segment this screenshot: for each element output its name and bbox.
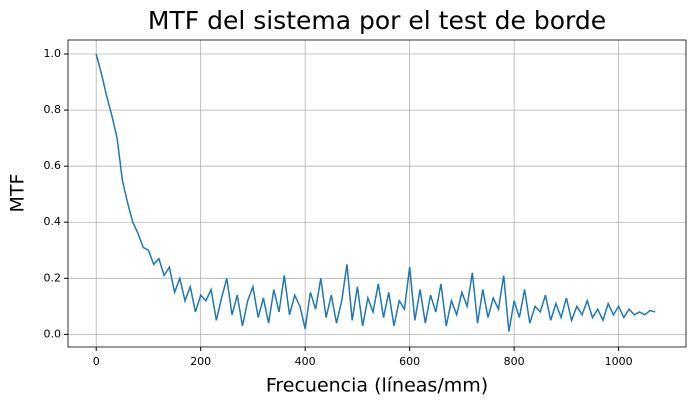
x-tick-label: 800 [504, 355, 525, 368]
y-tick-label: 1.0 [44, 47, 62, 60]
y-tick-label: 0.4 [44, 215, 62, 228]
data-line [95, 53, 656, 332]
x-tick-label: 200 [190, 355, 211, 368]
x-axis-label: Frecuencia (líneas/mm) [266, 375, 488, 397]
x-tick-label: 1000 [605, 355, 633, 368]
y-axis-label: MTF [7, 174, 29, 213]
y-tick-label: 0.0 [44, 327, 62, 340]
y-tick-label: 0.2 [44, 271, 62, 284]
plot-frame [67, 39, 687, 348]
chart-title: MTF del sistema por el test de borde [148, 6, 606, 35]
x-tick-label: 400 [295, 355, 316, 368]
x-tick-label: 600 [399, 355, 420, 368]
y-tick-label: 0.8 [44, 103, 62, 116]
y-tick-label: 0.6 [44, 159, 62, 172]
x-tick-label: 0 [93, 355, 100, 368]
